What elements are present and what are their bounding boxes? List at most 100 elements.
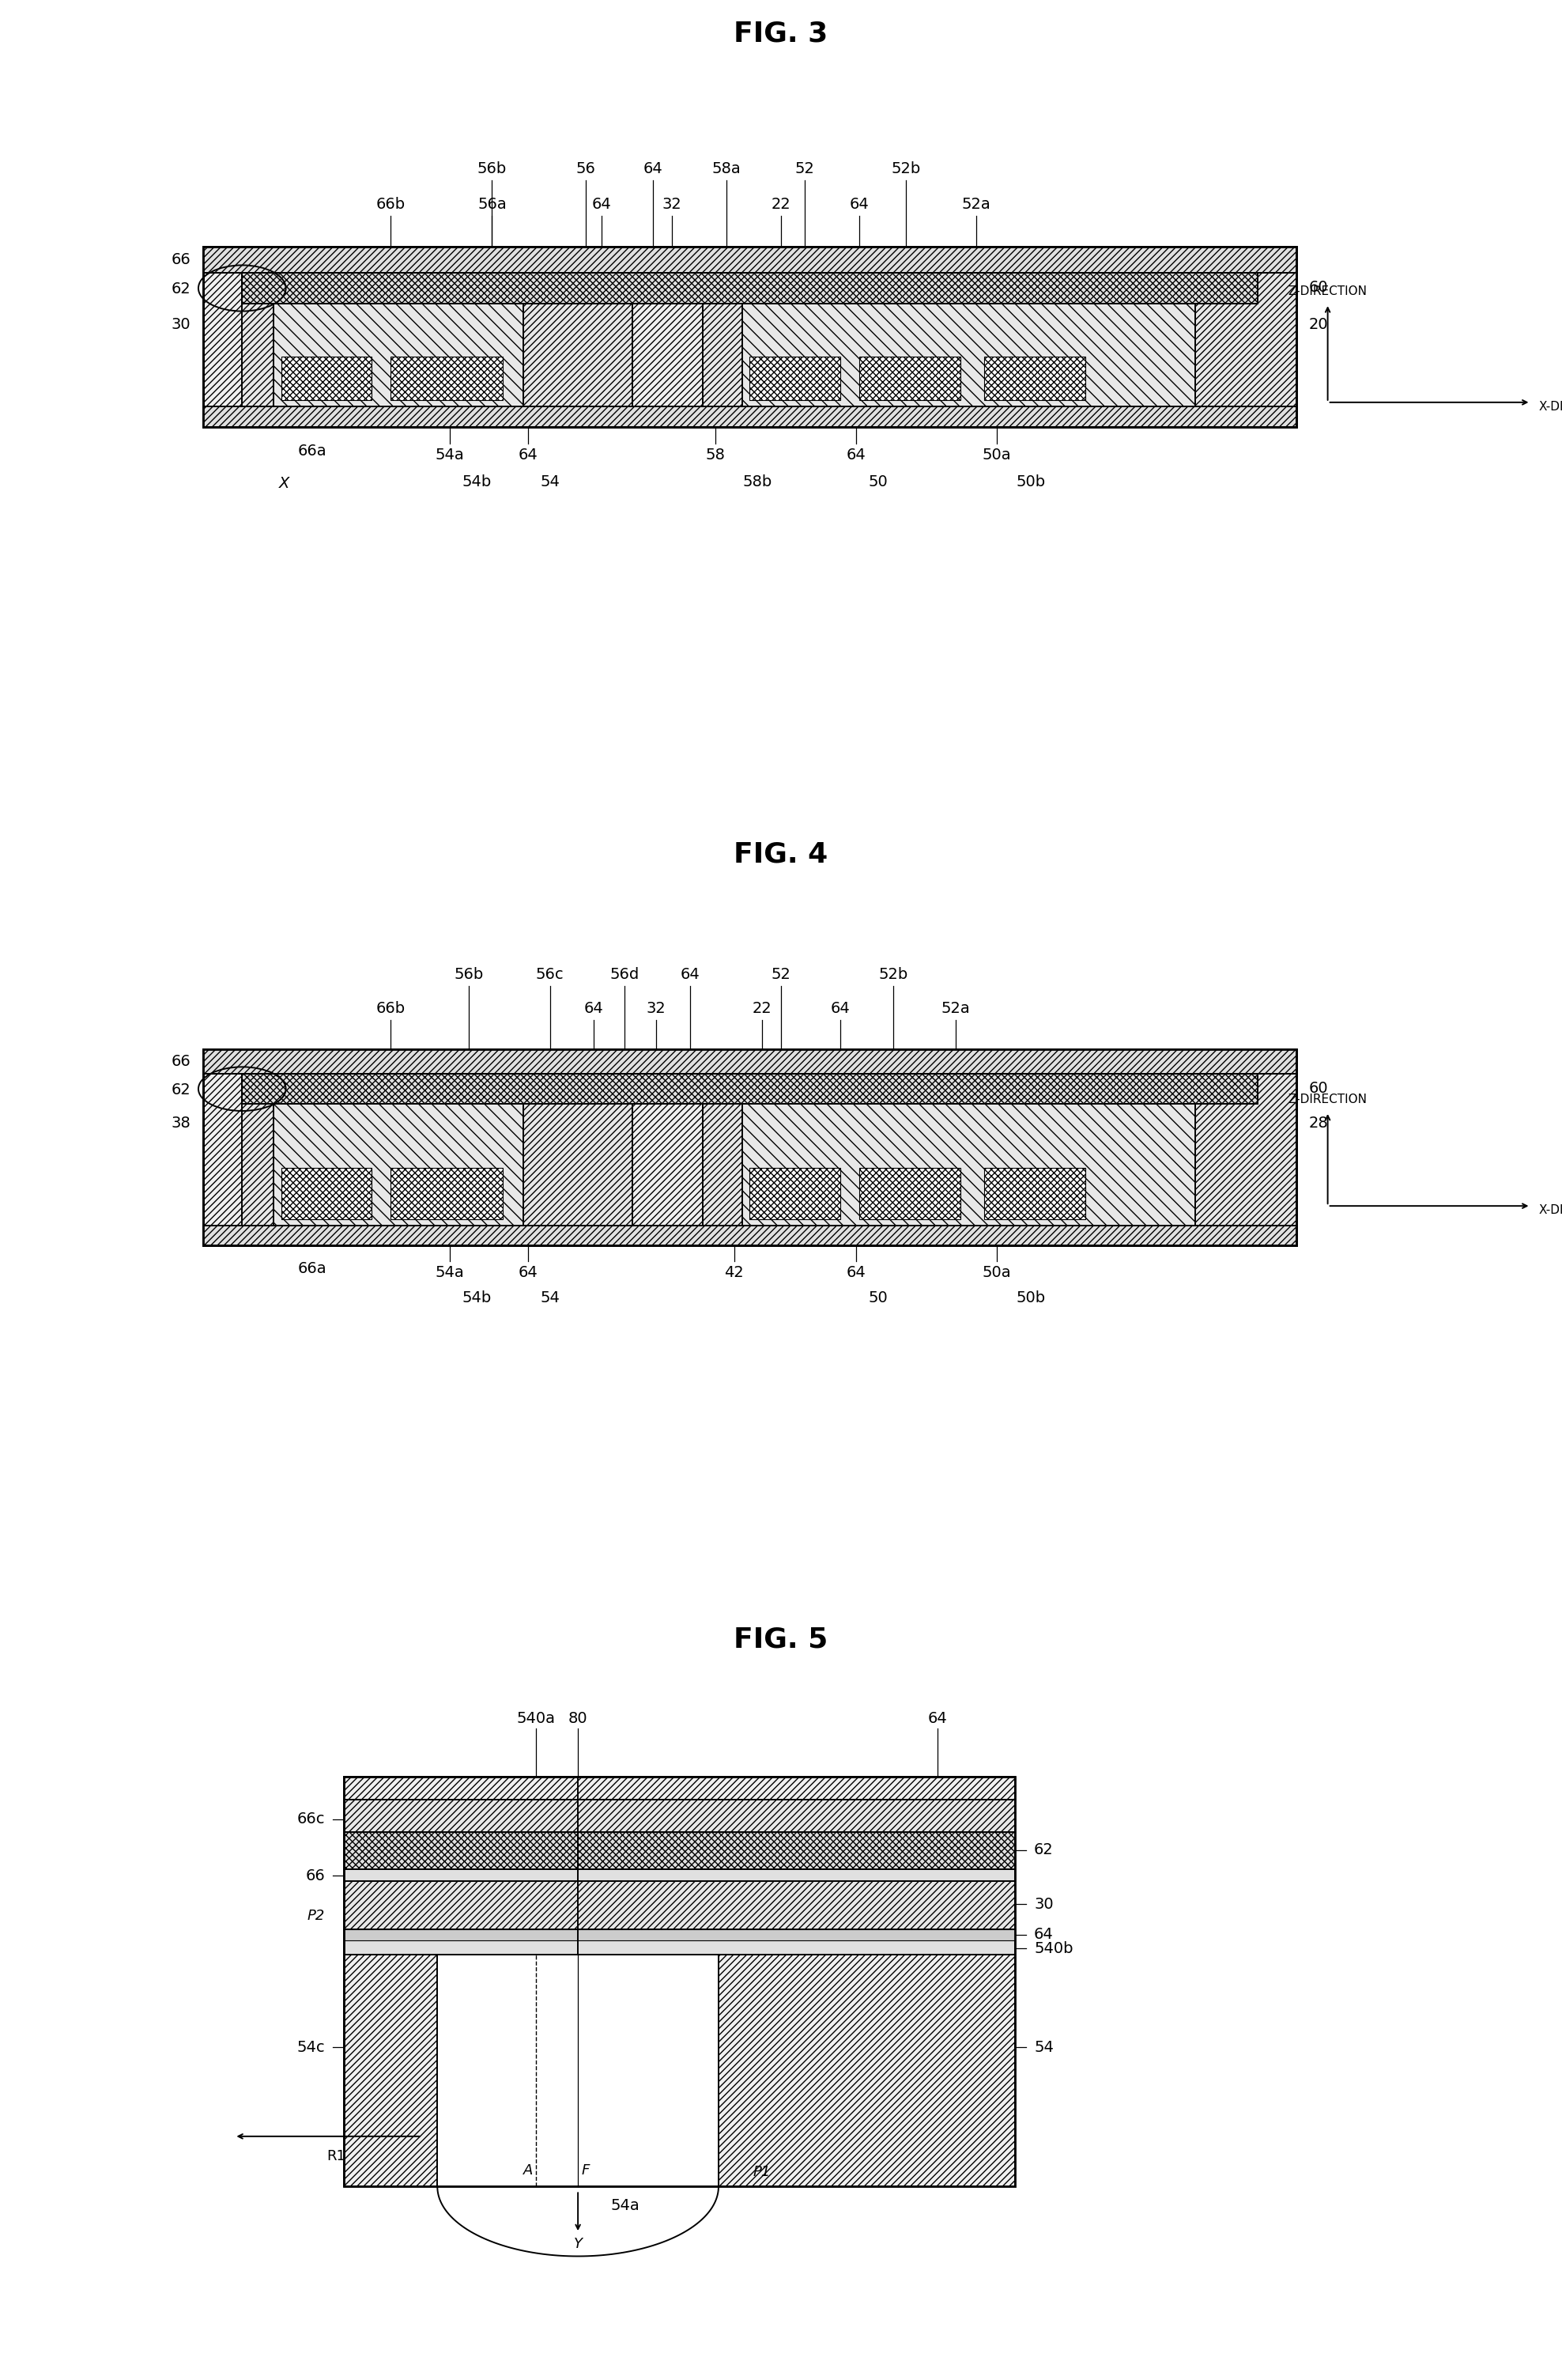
Text: 64: 64: [831, 1002, 850, 1016]
Text: X-DIRECTION: X-DIRECTION: [1539, 1204, 1562, 1216]
Text: 28: 28: [1309, 1116, 1329, 1130]
Text: 38: 38: [170, 1116, 191, 1130]
Text: 56b: 56b: [478, 162, 506, 176]
Bar: [273, 305, 523, 407]
Text: 66a: 66a: [298, 443, 326, 459]
Bar: [203, 1050, 1296, 1245]
Text: 56: 56: [576, 162, 595, 176]
Text: 30: 30: [172, 317, 191, 331]
Text: FIG. 3: FIG. 3: [734, 21, 828, 48]
Bar: [203, 1050, 1296, 1073]
Text: 66: 66: [170, 252, 191, 267]
Bar: [750, 1169, 840, 1219]
Text: 32: 32: [647, 1002, 665, 1016]
Bar: [703, 274, 1296, 407]
Text: 54c: 54c: [297, 2040, 325, 2054]
Text: 54a: 54a: [436, 1264, 464, 1280]
Text: 60: 60: [1309, 1081, 1328, 1095]
Text: 50a: 50a: [982, 447, 1011, 462]
Bar: [742, 305, 1195, 407]
Bar: [203, 1050, 1296, 1245]
Text: 58a: 58a: [712, 162, 740, 176]
Bar: [203, 245, 1296, 426]
Text: 54: 54: [540, 1290, 559, 1307]
Text: 56c: 56c: [536, 966, 564, 983]
Text: Z-DIRECTION: Z-DIRECTION: [1289, 1092, 1367, 1104]
Text: 58: 58: [706, 447, 725, 462]
Bar: [242, 274, 1257, 305]
Bar: [390, 1169, 503, 1219]
Text: 50b: 50b: [1017, 474, 1045, 490]
Text: 50: 50: [868, 1290, 887, 1307]
Text: P1: P1: [753, 2166, 770, 2180]
Bar: [703, 1073, 1296, 1226]
Text: 60: 60: [1309, 281, 1328, 295]
Bar: [242, 274, 633, 407]
Text: 56d: 56d: [611, 966, 639, 983]
Text: 50a: 50a: [982, 1264, 1011, 1280]
Bar: [344, 1880, 1015, 1930]
Bar: [742, 1104, 1195, 1226]
Text: A: A: [523, 2163, 533, 2178]
Text: 64: 64: [519, 447, 537, 462]
Text: 22: 22: [772, 198, 790, 212]
Text: 52a: 52a: [942, 1002, 970, 1016]
Bar: [344, 1833, 1015, 1871]
Text: 64: 64: [681, 966, 700, 983]
Text: 80: 80: [569, 1711, 587, 1726]
Text: 64: 64: [592, 198, 611, 212]
Bar: [859, 357, 961, 400]
Bar: [203, 1226, 1296, 1245]
Bar: [344, 1940, 1015, 1954]
Bar: [437, 1954, 719, 2187]
Text: 52a: 52a: [962, 198, 990, 212]
Text: 64: 64: [584, 1002, 603, 1016]
Text: 540b: 540b: [1034, 1940, 1073, 1956]
Text: FIG. 5: FIG. 5: [734, 1626, 828, 1652]
Text: P2: P2: [308, 1909, 325, 1923]
Bar: [203, 407, 1296, 426]
Bar: [390, 357, 503, 400]
Text: X-DIRECTION: X-DIRECTION: [1539, 400, 1562, 412]
Text: 52: 52: [795, 162, 814, 176]
Bar: [344, 1930, 1015, 1940]
Text: 54: 54: [1034, 2040, 1054, 2054]
Bar: [281, 1169, 372, 1219]
Bar: [242, 1073, 1257, 1104]
Bar: [281, 357, 372, 400]
Text: 66b: 66b: [376, 1002, 405, 1016]
Bar: [344, 1775, 1015, 2187]
Text: 66a: 66a: [298, 1261, 326, 1276]
Text: 64: 64: [847, 447, 865, 462]
Text: 62: 62: [170, 281, 191, 298]
Bar: [203, 248, 1296, 274]
Text: 56b: 56b: [455, 966, 483, 983]
Bar: [344, 1775, 1015, 2187]
Bar: [984, 357, 1086, 400]
Text: 52: 52: [772, 966, 790, 983]
Text: 42: 42: [725, 1264, 744, 1280]
Text: 64: 64: [850, 198, 868, 212]
Text: 64: 64: [1034, 1928, 1054, 1942]
Text: 64: 64: [644, 162, 662, 176]
Text: FIG. 4: FIG. 4: [734, 840, 828, 869]
Text: 64: 64: [928, 1711, 947, 1726]
Text: 20: 20: [1309, 317, 1328, 331]
Bar: [750, 357, 840, 400]
Text: 22: 22: [753, 1002, 772, 1016]
Text: X: X: [280, 476, 289, 490]
Text: 66: 66: [170, 1054, 191, 1069]
Text: 30: 30: [1034, 1897, 1053, 1911]
Bar: [273, 1104, 523, 1226]
Text: Z-DIRECTION: Z-DIRECTION: [1289, 286, 1367, 298]
Bar: [344, 1871, 1015, 1880]
Text: 64: 64: [847, 1264, 865, 1280]
Text: 58b: 58b: [744, 474, 772, 490]
Text: 52b: 52b: [892, 162, 920, 176]
Text: 64: 64: [519, 1264, 537, 1280]
Bar: [203, 245, 1296, 426]
Text: 50b: 50b: [1017, 1290, 1045, 1307]
Text: 66b: 66b: [376, 198, 405, 212]
Text: Y: Y: [573, 2237, 583, 2251]
Text: 54b: 54b: [462, 474, 490, 490]
